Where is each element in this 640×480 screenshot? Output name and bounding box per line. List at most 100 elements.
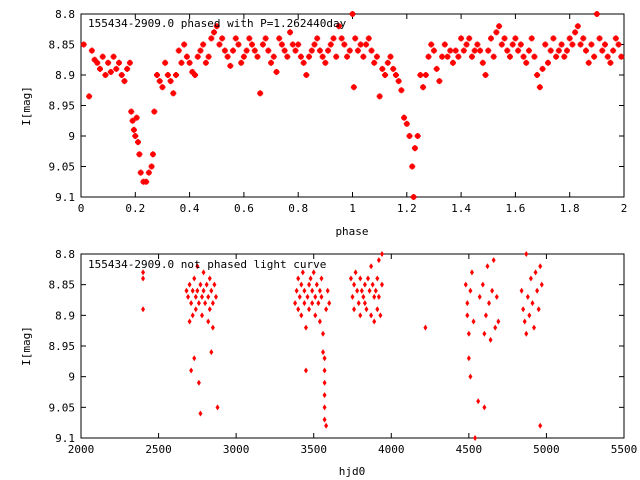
data-point [420, 84, 427, 91]
data-point [536, 84, 543, 91]
y-tick-label: 8.9 [55, 309, 75, 322]
axis-ticks: 0 0.2 0.4 0.6 0.8 1 1.2 1.4 1.6 1.8 2 8.8 8.85 8.9 8.9… [49, 8, 628, 215]
data-point [471, 318, 476, 325]
data-point [422, 72, 429, 78]
data-point [130, 126, 137, 133]
data-point [278, 41, 285, 48]
data-point [118, 72, 125, 78]
data-point [107, 68, 114, 75]
x-tick-label: 1.2 [397, 202, 417, 215]
data-point [406, 133, 413, 139]
data-point [350, 84, 357, 91]
data-point [299, 312, 304, 319]
data-point [319, 275, 324, 282]
data-point [358, 312, 363, 319]
data-point [232, 35, 239, 42]
data-point [344, 53, 351, 60]
data-point [148, 163, 155, 170]
data-point [235, 41, 242, 48]
data-point [482, 330, 487, 337]
data-point [137, 169, 144, 176]
data-point [501, 35, 508, 42]
data-point [361, 293, 366, 300]
data-point [205, 53, 212, 60]
data-point [569, 41, 576, 48]
data-point [316, 300, 321, 307]
data-point [307, 306, 312, 313]
data-point [294, 287, 299, 294]
data-point [465, 300, 470, 307]
data-point [189, 300, 194, 307]
data-point [189, 367, 194, 374]
y-tick-label: 9.1 [55, 191, 75, 204]
data-point [333, 53, 340, 60]
data-point [317, 318, 322, 325]
data-point [193, 306, 198, 313]
data-point [154, 72, 161, 78]
data-point [270, 53, 277, 60]
data-point [194, 53, 201, 60]
data-point [287, 29, 294, 36]
data-point [525, 47, 532, 54]
data-point [297, 293, 302, 300]
data-point [325, 287, 330, 294]
data-point [375, 275, 380, 282]
data-point [373, 287, 378, 294]
data-point [195, 263, 200, 270]
data-point [210, 324, 215, 331]
data-point [322, 59, 329, 66]
data-point [206, 318, 211, 325]
data-point [612, 35, 619, 42]
data-point [203, 300, 208, 307]
data-point [519, 287, 524, 294]
data-point [369, 312, 374, 319]
data-point [105, 59, 112, 66]
data-point [97, 65, 104, 72]
data-point [243, 47, 250, 54]
data-point [110, 53, 117, 60]
data-point [504, 47, 511, 54]
data-point [197, 47, 204, 54]
phased-light-curve-panel: 0 0.2 0.4 0.6 0.8 1 1.2 1.4 1.6 1.8 2 8.8 8.85 8.9 8.9… [20, 8, 627, 238]
data-point [178, 59, 185, 66]
data-point [209, 349, 214, 356]
data-point [553, 53, 560, 60]
data-point [348, 275, 353, 282]
data-point [202, 59, 209, 66]
data-point [520, 53, 527, 60]
data-point [195, 287, 200, 294]
data-point [317, 287, 322, 294]
data-point [297, 53, 304, 60]
data-point [200, 41, 207, 48]
data-point [367, 287, 372, 294]
data-point [259, 41, 266, 48]
data-point [200, 312, 205, 319]
y-tick-label: 9.1 [55, 432, 75, 445]
data-point [126, 59, 133, 66]
data-point [444, 53, 451, 60]
data-point [321, 330, 326, 337]
data-point [257, 90, 264, 97]
data-point [359, 287, 364, 294]
data-point [135, 139, 142, 146]
data-point [303, 324, 308, 331]
y-tick-label: 9.05 [49, 161, 76, 174]
data-point [198, 281, 203, 288]
data-point [208, 35, 215, 42]
data-point [447, 47, 454, 54]
data-point [398, 87, 405, 94]
data-point [555, 47, 562, 54]
data-point [449, 59, 456, 66]
data-point [521, 306, 526, 313]
data-point [465, 312, 470, 319]
data-point [353, 269, 358, 276]
data-point [525, 293, 530, 300]
y-tick-label: 8.8 [55, 8, 75, 21]
data-point [476, 398, 481, 405]
data-point [310, 287, 315, 294]
data-point [129, 117, 136, 124]
x-tick-label: 2 [621, 202, 628, 215]
data-point [506, 53, 513, 60]
data-point [364, 306, 369, 313]
